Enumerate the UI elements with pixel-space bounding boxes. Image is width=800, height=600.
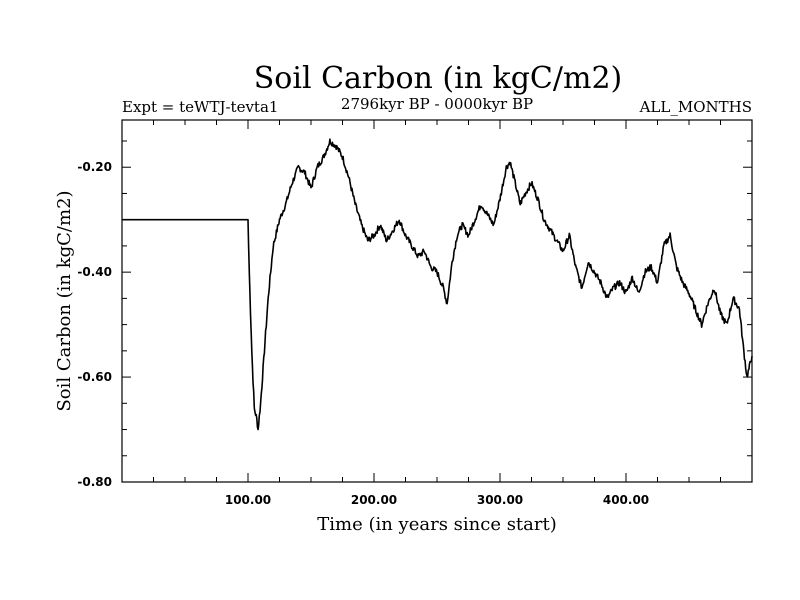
y-axis-label: Soil Carbon (in kgC/m2) xyxy=(54,190,75,411)
time-range-label: 2796kyr BP - 0000kyr BP xyxy=(341,95,533,113)
plot-frame xyxy=(121,119,753,483)
chart-title: Soil Carbon (in kgC/m2) xyxy=(254,61,622,96)
x-tick-label: 100.00 xyxy=(225,493,271,507)
months-label: ALL_MONTHS xyxy=(639,98,752,116)
x-axis-label: Time (in years since start) xyxy=(317,514,557,535)
y-tick-label: -0.60 xyxy=(77,370,112,384)
y-tick-label: -0.40 xyxy=(77,265,112,279)
series-group xyxy=(121,138,753,431)
axis-ticks: 100.00 200.00 300.00 400.00 -0.80 -0.60 -0.40 -… xyxy=(77,120,752,507)
y-tick-label: -0.80 xyxy=(77,475,112,489)
soil-carbon-series-line xyxy=(121,138,753,431)
y-tick-label: -0.20 xyxy=(77,160,112,174)
x-tick-label: 300.00 xyxy=(477,493,523,507)
x-tick-label: 400.00 xyxy=(603,493,649,507)
experiment-label: Expt = teWTJ-tevta1 xyxy=(122,98,278,116)
x-tick-label: 200.00 xyxy=(351,493,397,507)
